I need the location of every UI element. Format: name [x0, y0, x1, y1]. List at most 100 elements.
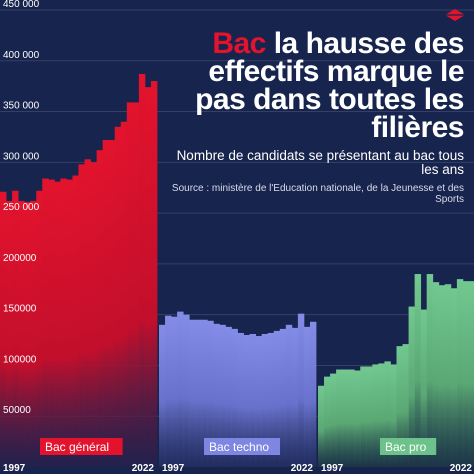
- bar-techno-2017: [279, 328, 287, 467]
- bar-pro-2006: [372, 364, 379, 467]
- y-tick-label: 50000: [3, 405, 31, 416]
- bar-techno-2013: [255, 335, 263, 467]
- bar-techno-2008: [225, 326, 232, 467]
- bar-techno-2018: [285, 324, 293, 467]
- bar-techno-2019: [291, 327, 299, 467]
- bar-pro-2017: [438, 285, 446, 467]
- bar-techno-2021: [303, 326, 311, 467]
- x-tick-label: 2022: [291, 463, 314, 474]
- title-accent: Bac: [212, 27, 266, 60]
- y-tick-label: 400 000: [3, 50, 40, 61]
- bar-pro-2014: [420, 309, 428, 467]
- bar-pro-2005: [366, 366, 373, 467]
- bar-pro-2003: [354, 370, 361, 467]
- bar-pro-1998: [324, 376, 331, 467]
- bar-pro-1997: [318, 385, 325, 467]
- bar-pro-2002: [348, 369, 355, 467]
- bar-techno-2011: [243, 334, 250, 467]
- bar-techno-2004: [201, 319, 208, 467]
- bar-general-2019: [132, 102, 140, 468]
- bar-general-2017: [120, 121, 128, 468]
- bar-pro-1999: [330, 373, 337, 467]
- y-tick-label: 100000: [3, 354, 37, 365]
- bar-general-1997: [0, 191, 7, 467]
- bar-techno-2002: [189, 319, 196, 467]
- bar-general-2002: [30, 200, 37, 468]
- series-label: Bac général: [45, 440, 109, 454]
- bar-general-2021: [144, 87, 152, 468]
- bar-general-2013: [96, 150, 104, 467]
- bar-general-2005: [48, 179, 55, 467]
- bar-techno-2014: [261, 333, 269, 467]
- source-note: Source : ministère de l'Education nation…: [171, 183, 464, 205]
- axis-labels: 50000 100000 150000 200000 250 000 300 000 350…: [3, 0, 472, 474]
- bar-techno-2020: [297, 313, 305, 467]
- bar-general-1999: [12, 190, 19, 467]
- bar-pro-2019: [450, 288, 458, 467]
- bar-pro-2018: [444, 284, 452, 467]
- bar-pro-2020: [456, 279, 464, 467]
- bar-techno-2010: [237, 332, 244, 467]
- series-label: Bac techno: [209, 440, 269, 454]
- bar-techno-1998: [165, 315, 172, 467]
- bar-techno-1999: [171, 316, 178, 467]
- bar-general-2009: [72, 175, 79, 468]
- bar-techno-2001: [183, 314, 190, 467]
- bar-general-2008: [66, 179, 73, 467]
- x-tick-label: 1997: [321, 463, 344, 474]
- x-tick-label: 1997: [162, 463, 185, 474]
- bar-general-1998: [6, 200, 13, 468]
- bar-general-2007: [60, 178, 67, 467]
- bar-techno-2022: [309, 321, 317, 467]
- bar-techno-2012: [249, 333, 257, 467]
- bar-techno-2000: [177, 311, 184, 467]
- y-tick-label: 250 000: [3, 202, 40, 213]
- bar-pro-2011: [402, 344, 409, 467]
- series-label-box: [204, 438, 280, 455]
- title-rest: la hausse des effectifs marque le pas da…: [195, 27, 464, 144]
- bar-techno-2003: [195, 319, 202, 467]
- bar-general-2014: [102, 139, 110, 468]
- y-tick-label: 200000: [3, 253, 37, 264]
- bar-techno-2009: [231, 328, 238, 467]
- red-diamond-icon: [444, 8, 466, 27]
- bars: [0, 73, 474, 468]
- chart-subtitle: Nombre de candidats se présentant au bac…: [176, 148, 464, 177]
- bar-pro-2022: [468, 281, 474, 467]
- series-label-box: [380, 438, 437, 455]
- bar-pro-2016: [432, 282, 440, 467]
- x-tick-label: 2022: [132, 463, 155, 474]
- series-label-box: [40, 438, 123, 455]
- bar-pro-2008: [384, 361, 391, 467]
- bar-general-2016: [114, 126, 122, 467]
- bar-pro-2000: [336, 369, 343, 467]
- bar-techno-2015: [267, 332, 275, 467]
- bar-pro-2007: [378, 363, 385, 467]
- bar-general-2004: [42, 178, 49, 467]
- bar-general-2001: [24, 201, 31, 467]
- bar-general-2012: [90, 162, 98, 467]
- bar-general-2015: [108, 139, 116, 468]
- bar-pro-2010: [396, 346, 403, 467]
- series-label: Bac pro: [385, 440, 427, 454]
- bar-pro-2001: [342, 369, 349, 467]
- bar-general-2006: [54, 181, 61, 467]
- bar-techno-2016: [273, 330, 281, 467]
- header: Bac la hausse des effectifs marque le pa…: [164, 27, 465, 206]
- bar-general-2011: [84, 159, 91, 468]
- y-tick-label: 450 000: [3, 0, 40, 10]
- bar-general-2022: [150, 81, 158, 467]
- x-tick-label: 1997: [3, 463, 26, 474]
- bar-techno-2005: [207, 320, 214, 467]
- bar-general-2018: [126, 102, 134, 468]
- bar-general-2010: [78, 164, 85, 468]
- bar-pro-2012: [408, 306, 416, 467]
- bar-techno-2007: [219, 324, 226, 467]
- x-tick-label: 2022: [450, 463, 473, 474]
- bar-pro-2009: [390, 364, 397, 467]
- bar-general-2003: [36, 190, 43, 467]
- bar-pro-2021: [462, 281, 470, 467]
- bar-pro-2013: [414, 274, 422, 467]
- bar-techno-2006: [213, 323, 220, 467]
